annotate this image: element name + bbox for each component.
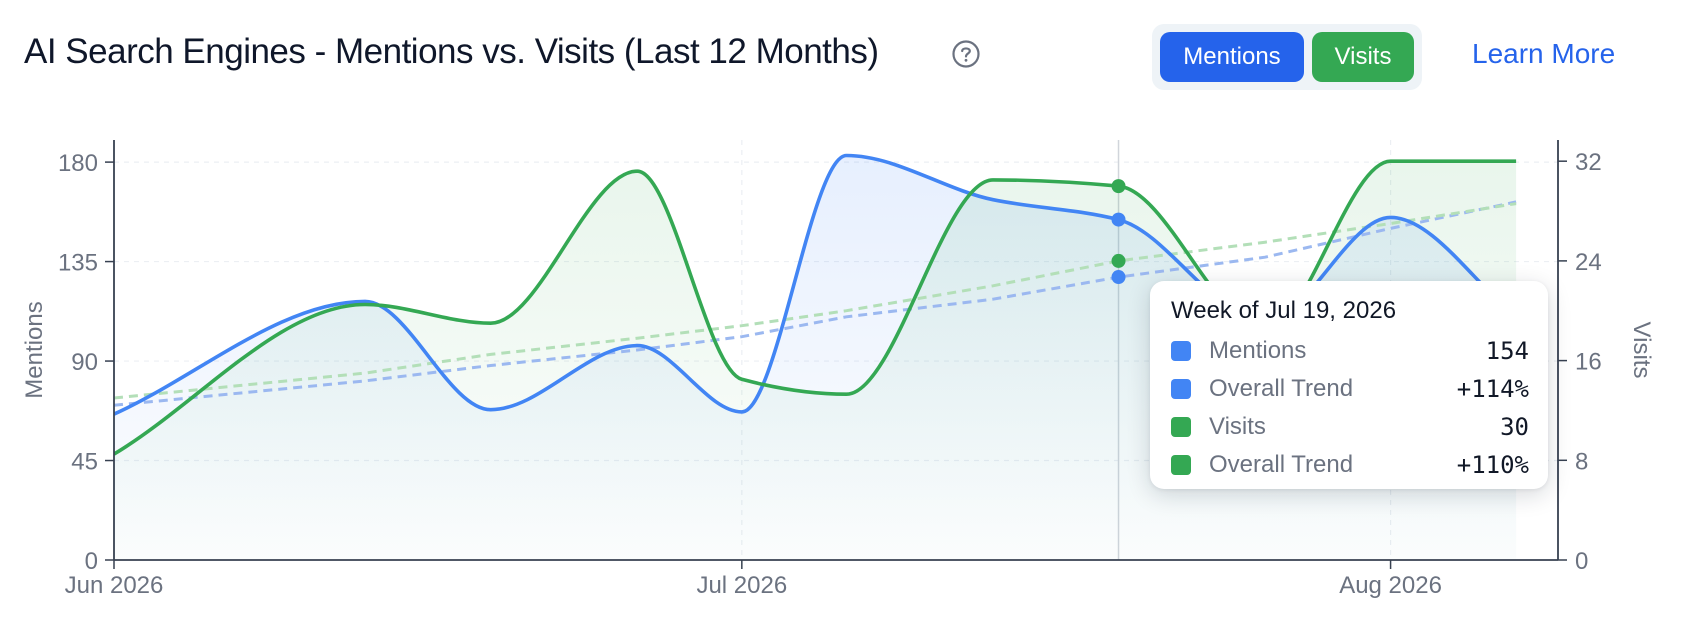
tooltip-row-mentions-trend: Overall Trend +114% [1171, 373, 1529, 405]
tooltip-title: Week of Jul 19, 2026 [1171, 297, 1397, 324]
visits-trend-hover-point [1111, 253, 1126, 268]
tooltip-value: +110% [1456, 451, 1529, 479]
tooltip-label: Overall Trend [1209, 451, 1354, 478]
left-axis-title: Mentions [21, 301, 48, 398]
x-axis-tick-label: Aug 2026 [1339, 572, 1442, 599]
mentions-trend-line [114, 200, 1517, 407]
chart-tooltip: Week of Jul 19, 2026 Mentions 154 Overal… [1150, 281, 1548, 489]
tooltip-row-mentions: Mentions 154 [1171, 335, 1529, 367]
left-axis-tick-label: 45 [71, 449, 98, 476]
right-axis-title: Visits [1628, 322, 1655, 379]
mentions-toggle-button[interactable]: Mentions [1160, 32, 1304, 82]
tooltip-swatch [1171, 379, 1191, 399]
right-axis-tick-label: 24 [1575, 249, 1602, 276]
series-toggle: Mentions Visits [1152, 24, 1422, 90]
right-axis-tick-label: 32 [1575, 149, 1602, 176]
tooltip-swatch [1171, 455, 1191, 475]
left-axis-tick-label: 90 [71, 349, 98, 376]
right-axis-tick-label: 8 [1575, 448, 1588, 475]
tooltip-row-visits-trend: Overall Trend +110% [1171, 449, 1529, 481]
chart-header: AI Search Engines - Mentions vs. Visits … [0, 0, 1684, 110]
left-axis-tick-label: 0 [85, 548, 98, 575]
right-axis-tick-label: 0 [1575, 548, 1588, 575]
left-axis-tick-label: 135 [58, 250, 98, 277]
tooltip-value: 30 [1500, 413, 1529, 441]
tooltip-row-visits: Visits 30 [1171, 411, 1529, 443]
visits-toggle-button[interactable]: Visits [1312, 32, 1414, 82]
left-axis-tick-label: 180 [58, 150, 98, 177]
tooltip-label: Overall Trend [1209, 375, 1354, 402]
tooltip-label: Visits [1209, 413, 1266, 440]
tooltip-value: 154 [1485, 337, 1529, 365]
question-circle-icon[interactable] [952, 40, 980, 68]
learn-more-link[interactable]: Learn More [1472, 38, 1616, 69]
page-title: AI Search Engines - Mentions vs. Visits … [24, 32, 879, 71]
x-axis-tick-label: Jul 2026 [696, 572, 787, 599]
tooltip-swatch [1171, 341, 1191, 361]
tooltip-label: Mentions [1209, 337, 1307, 364]
mentions-trend-hover-point [1111, 270, 1126, 285]
visits-trend-line [114, 202, 1517, 400]
right-axis-tick-label: 16 [1575, 349, 1602, 376]
x-axis-tick-label: Jun 2026 [65, 572, 164, 599]
mentions-hover-point [1111, 212, 1126, 227]
tooltip-swatch [1171, 417, 1191, 437]
visits-hover-point [1111, 179, 1126, 194]
tooltip-value: +114% [1456, 375, 1529, 403]
